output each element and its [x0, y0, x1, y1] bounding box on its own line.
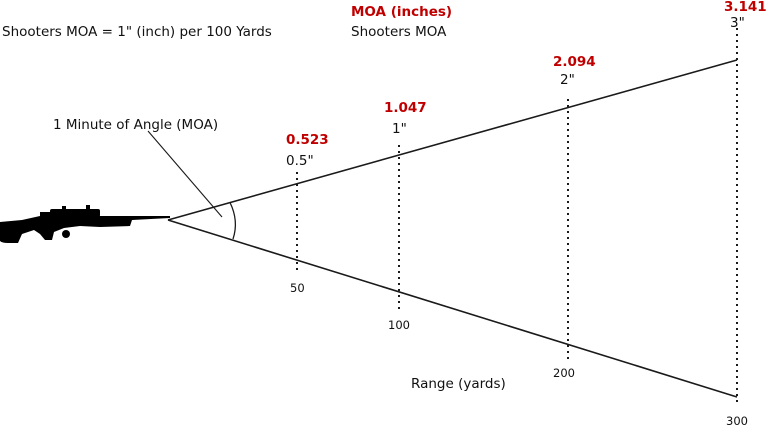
lower-sight-line [167, 219, 738, 398]
angle-label: 1 Minute of Angle (MOA) [53, 117, 218, 133]
shooters-value: 0.5" [286, 153, 314, 169]
shooters-value: 3" [730, 15, 745, 31]
shooters-value: 2" [560, 72, 575, 88]
rifle-icon [0, 205, 170, 243]
moa-definition: Shooters MOA = 1" (inch) per 100 Yards [2, 24, 272, 40]
range-tick-label: 50 [290, 281, 305, 295]
moa-value: 0.523 [286, 132, 329, 148]
range-tick-label: 300 [726, 414, 748, 428]
upper-sight-line [167, 59, 738, 221]
moa-value: 2.094 [553, 54, 596, 70]
marker-50: 0.523 0.5" 50 [286, 132, 329, 295]
range-tick-label: 100 [388, 318, 410, 332]
marker-200: 2.094 2" 200 [553, 54, 596, 380]
legend-moa-inches: MOA (inches) [351, 4, 452, 20]
range-tick-label: 200 [553, 366, 575, 380]
marker-100: 1.047 1" 100 [384, 100, 427, 332]
legend-shooters-moa: Shooters MOA [351, 24, 447, 40]
range-axis-label: Range (yards) [411, 376, 506, 392]
shooters-value: 1" [392, 121, 407, 137]
marker-300: 3.141 3" 300 [724, 0, 767, 428]
moa-value: 3.141 [724, 0, 767, 15]
angle-arc [229, 202, 237, 240]
sight-cone [167, 59, 738, 398]
moa-value: 1.047 [384, 100, 427, 116]
angle-leader-line [147, 130, 223, 218]
